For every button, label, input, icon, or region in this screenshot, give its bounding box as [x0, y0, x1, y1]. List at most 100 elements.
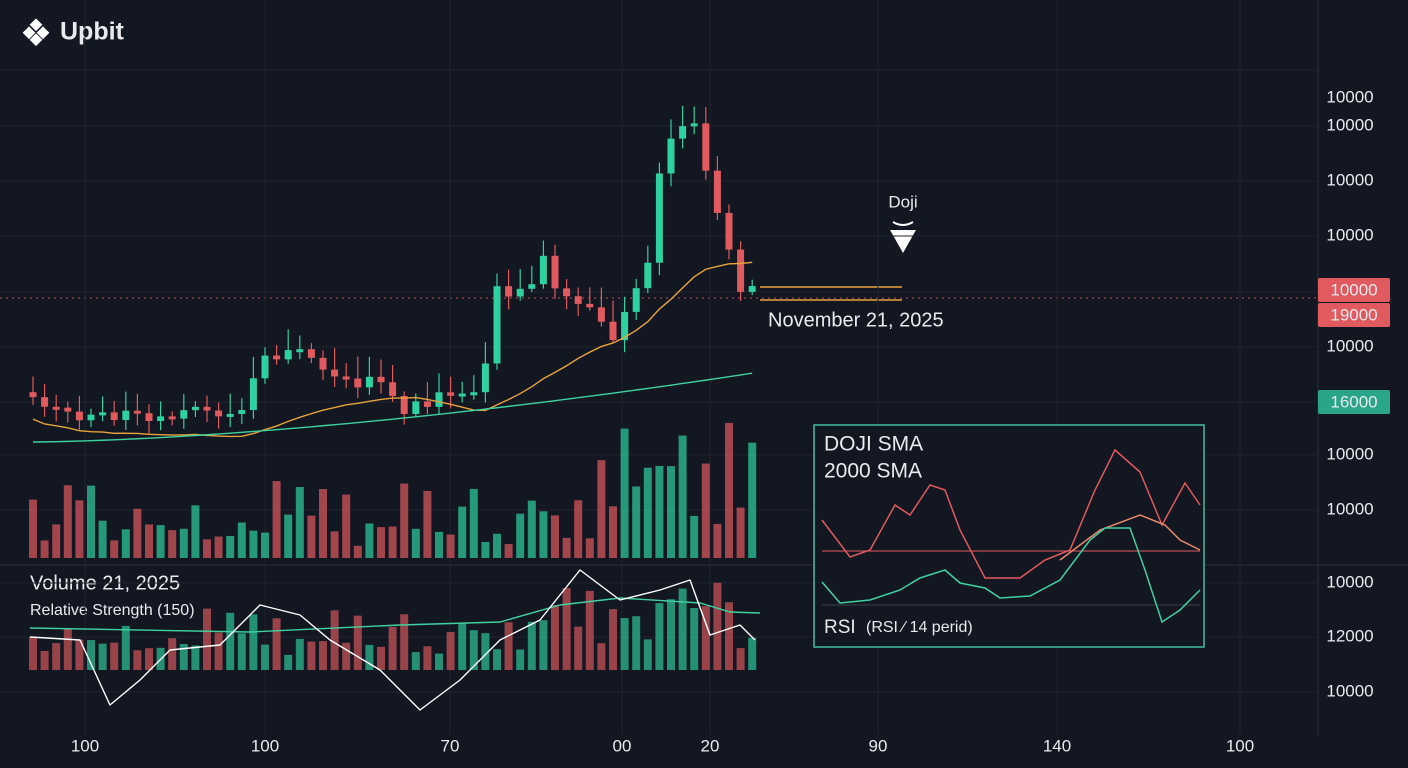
volume-bar — [330, 531, 339, 558]
volume-bar — [469, 630, 478, 670]
candle-body — [319, 357, 327, 370]
volume-bar — [284, 514, 293, 558]
volume-bar — [121, 529, 130, 558]
inset-rsi-note: (RSI ⁄ 14 perid) — [866, 619, 973, 636]
volume-bar — [365, 523, 374, 558]
volume-bar — [690, 515, 699, 558]
price-axis-label: 10000 — [1326, 225, 1373, 244]
volume-bar — [516, 649, 525, 670]
candle-body — [655, 173, 663, 263]
price-axis-label: 12000 — [1326, 626, 1373, 645]
volume-bar — [191, 645, 200, 670]
candle-body — [145, 413, 153, 421]
volume-bar — [168, 638, 177, 670]
price-axis-label: 10000 — [1326, 87, 1373, 106]
volume-bar — [110, 540, 119, 558]
time-axis-label: 20 — [701, 736, 720, 755]
candle-body — [273, 355, 281, 360]
price-tag-label: 19000 — [1330, 305, 1377, 324]
volume-bar — [87, 485, 95, 558]
volume-bar — [690, 607, 699, 670]
volume-bar — [632, 616, 641, 670]
volume-bar — [237, 633, 246, 670]
candle-body — [249, 378, 257, 411]
volume-bar — [133, 650, 142, 670]
candle-body — [516, 288, 524, 297]
candle-body — [296, 349, 304, 353]
inset-red-line — [821, 448, 1201, 579]
volume-bar — [307, 515, 316, 558]
volume-bar — [330, 610, 339, 670]
time-axis-label: 140 — [1043, 736, 1071, 755]
candle-body — [226, 413, 234, 417]
volume-bar — [353, 615, 362, 670]
candle-body — [307, 349, 315, 358]
candle-body — [725, 212, 733, 250]
candle-body — [644, 262, 652, 289]
inset-line2: 2000 SMA — [824, 460, 922, 483]
doji-marker-arc — [892, 221, 914, 226]
date-label: November 21, 2025 — [768, 309, 944, 331]
pane-subtitle: Relative Strength (150) — [30, 602, 195, 619]
price-tag — [1318, 303, 1390, 327]
candle-body — [702, 123, 710, 171]
volume-bar — [377, 527, 385, 558]
volume-bar — [237, 522, 246, 558]
volume-bar — [98, 520, 107, 558]
volume-bar — [736, 648, 745, 670]
candle-body — [690, 123, 698, 127]
volume-bar — [295, 486, 304, 558]
volume-bar — [319, 489, 327, 558]
volume-bar — [307, 641, 316, 670]
candle-body — [87, 414, 95, 421]
volume-bar — [481, 541, 490, 558]
volume-bar — [98, 643, 107, 670]
volume-bar — [191, 505, 200, 558]
volume-bar — [609, 506, 617, 558]
volume-bar — [121, 625, 130, 670]
volume-bar — [342, 494, 351, 558]
volume-bar — [701, 463, 710, 558]
candle-body — [423, 401, 431, 407]
volume-bar — [319, 641, 327, 670]
candle-body — [203, 406, 211, 411]
volume-bar — [411, 652, 420, 670]
volume-bar — [272, 618, 281, 670]
candle-body — [551, 255, 559, 289]
volume-bar — [226, 535, 235, 558]
candle-body — [481, 363, 489, 393]
volume-bar — [643, 639, 652, 670]
volume-bar — [400, 483, 409, 558]
inset-panel: DOJI SMA 2000 SMA RSI (RSI ⁄ 14 perid) — [813, 424, 1205, 648]
candle-body — [505, 286, 513, 297]
volume-bar — [284, 654, 293, 670]
volume-bar — [29, 636, 37, 670]
volume-bar — [249, 530, 258, 558]
sma-teal — [32, 372, 753, 443]
price-axis-label: 10000 — [1326, 336, 1373, 355]
volume-bar — [423, 646, 432, 670]
volume-bar — [63, 485, 72, 558]
candle-body — [342, 376, 350, 380]
volume-bar — [458, 506, 467, 558]
volume-bar — [725, 602, 733, 670]
volume-bar — [214, 632, 223, 670]
volume-bar — [52, 524, 61, 558]
price-axis-label: 10000 — [1326, 499, 1373, 518]
time-axis-label: 100 — [1226, 736, 1254, 755]
volume-bar — [52, 643, 61, 670]
volume-bar — [655, 603, 664, 670]
volume-bar — [701, 606, 710, 670]
candle-body — [180, 410, 188, 419]
volume-bar — [643, 467, 652, 558]
candle-body — [29, 392, 37, 398]
candle-body — [609, 321, 617, 341]
volume-bar — [435, 531, 443, 558]
candle-body — [574, 296, 582, 304]
candle-body — [621, 311, 629, 341]
volume-bar — [678, 435, 687, 558]
price-axis-label: 10000 — [1326, 115, 1373, 134]
volume-bar — [249, 614, 258, 670]
